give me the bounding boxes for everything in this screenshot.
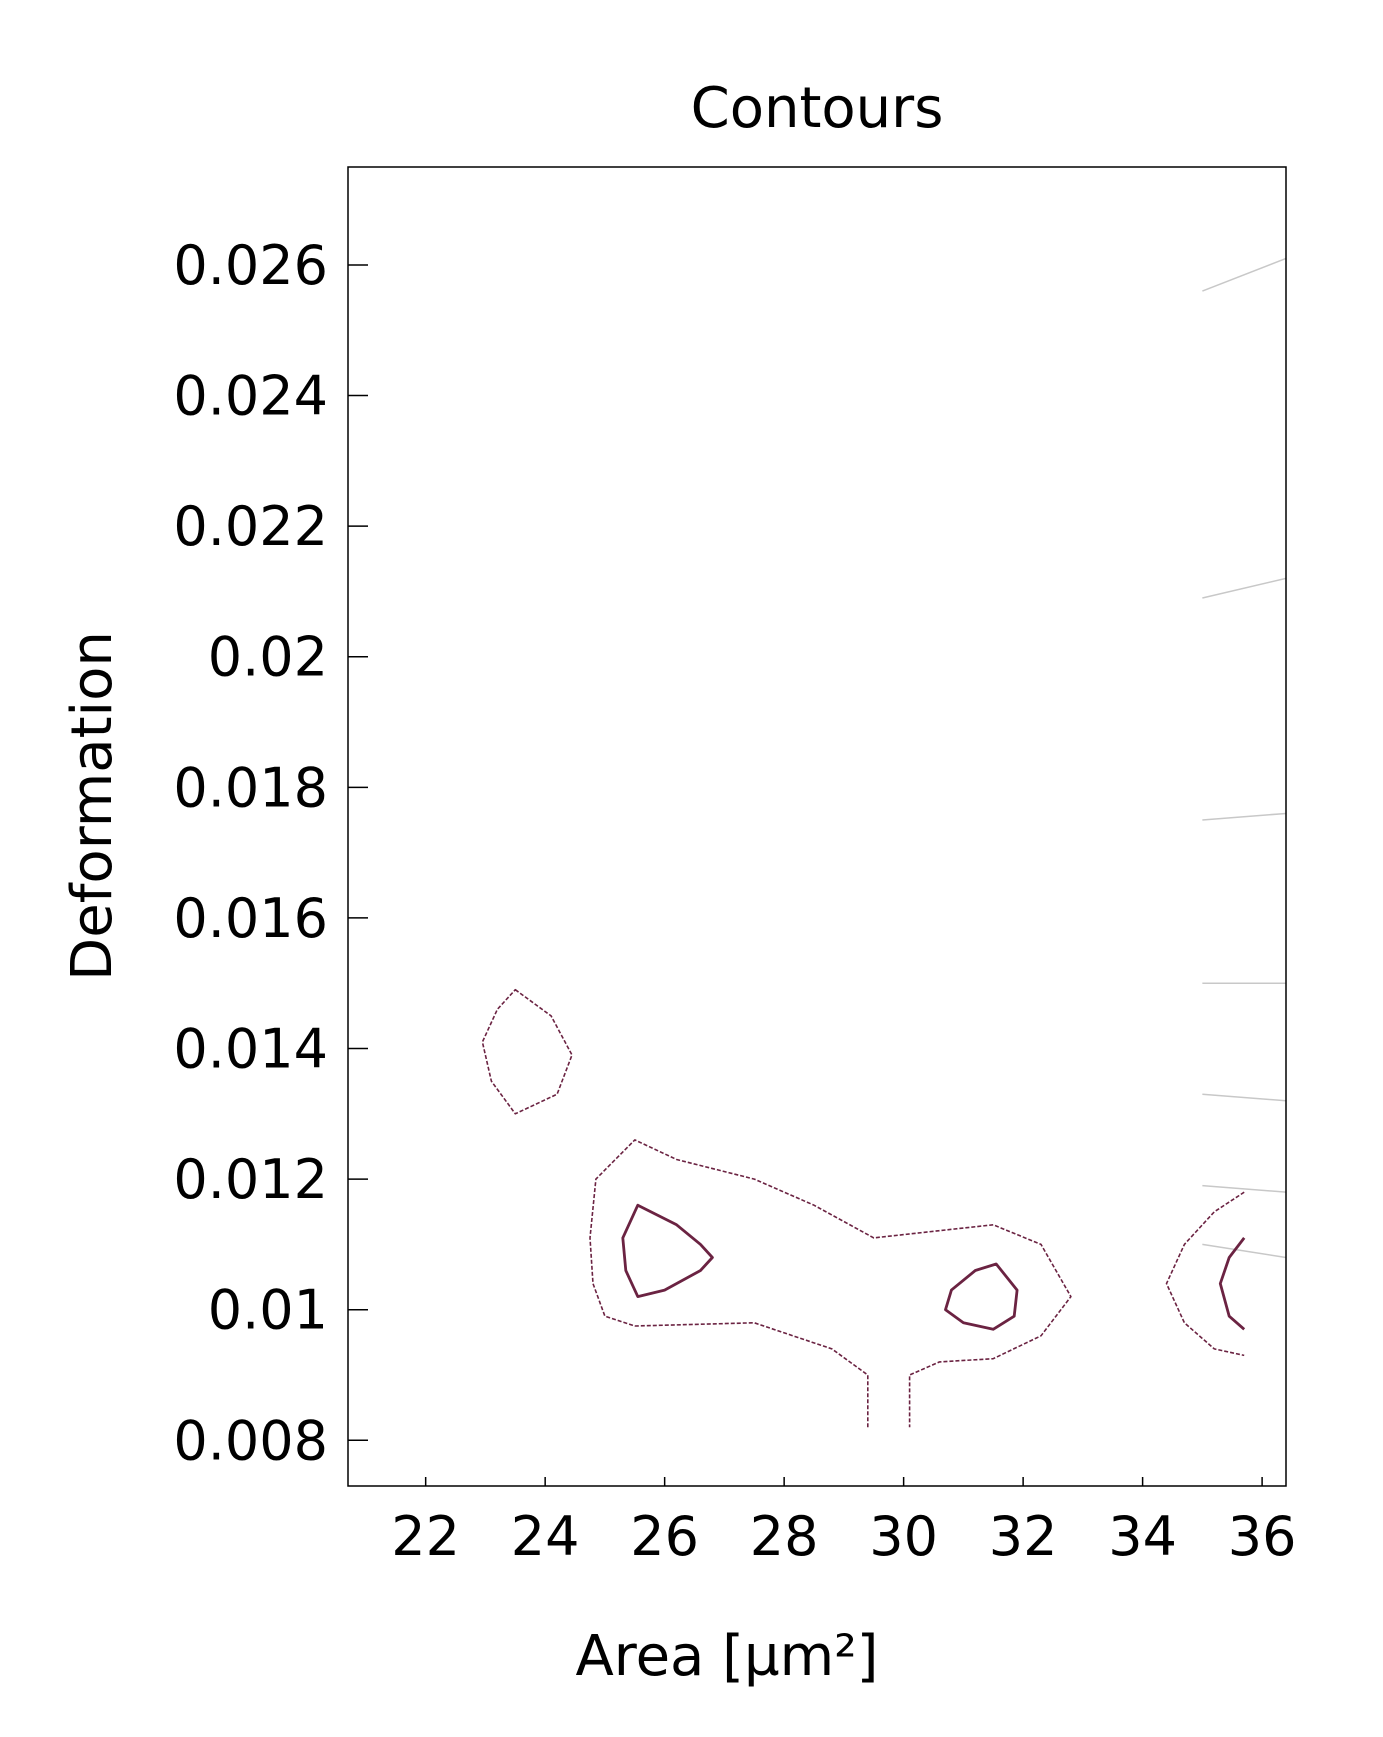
y-axis-label: Deformation bbox=[60, 631, 125, 981]
contour-dashed-1 bbox=[481, 988, 573, 1115]
y-axis: 0.008 0.01 0.012 0.014 0.016 0.018 0.02 0.022 0.… bbox=[173, 234, 368, 1472]
contour-dashed-5 bbox=[1165, 1191, 1245, 1357]
y-tick-label-0.008: 0.008 bbox=[173, 1409, 328, 1472]
contour-solid-6 bbox=[1218, 1237, 1246, 1331]
y-tick-label-0.018: 0.018 bbox=[173, 756, 328, 819]
y-tick-label-0.02: 0.02 bbox=[208, 626, 328, 689]
x-tick-label-30: 30 bbox=[869, 1505, 938, 1568]
y-tick-label-0.026: 0.026 bbox=[173, 234, 328, 297]
y-tick-label-0.024: 0.024 bbox=[173, 365, 328, 428]
contour-dashed-2 bbox=[589, 1139, 1072, 1428]
x-axis-label: Area [µm²] bbox=[576, 1624, 879, 1689]
contour-solid-4 bbox=[944, 1262, 1019, 1331]
guide-line-6 bbox=[1202, 1184, 1286, 1193]
y-tick-label-0.016: 0.016 bbox=[173, 887, 328, 950]
plot-frame bbox=[347, 166, 1287, 1487]
y-tick-label-0.014: 0.014 bbox=[173, 1018, 328, 1081]
plot-content bbox=[481, 257, 1286, 1428]
contour-solid-3 bbox=[621, 1203, 714, 1298]
x-tick-label-26: 26 bbox=[630, 1505, 699, 1568]
guide-line-5 bbox=[1202, 1093, 1286, 1102]
x-tick-label-24: 24 bbox=[511, 1505, 580, 1568]
chart-title: Contours bbox=[691, 76, 944, 141]
guide-line-3 bbox=[1202, 812, 1286, 821]
y-tick-label-0.022: 0.022 bbox=[173, 495, 328, 558]
y-tick-label-0.012: 0.012 bbox=[173, 1148, 328, 1211]
x-tick-label-22: 22 bbox=[391, 1505, 460, 1568]
x-tick-label-36: 36 bbox=[1228, 1505, 1297, 1568]
y-tick-label-0.01: 0.01 bbox=[208, 1279, 328, 1342]
x-tick-label-32: 32 bbox=[989, 1505, 1058, 1568]
x-tick-label-34: 34 bbox=[1108, 1505, 1177, 1568]
x-tick-label-28: 28 bbox=[750, 1505, 819, 1568]
guide-line-2 bbox=[1202, 577, 1286, 599]
x-axis: 22 24 26 28 30 32 34 36 bbox=[391, 1477, 1296, 1568]
guide-line-7 bbox=[1202, 1243, 1286, 1259]
guide-line-1 bbox=[1202, 257, 1286, 292]
